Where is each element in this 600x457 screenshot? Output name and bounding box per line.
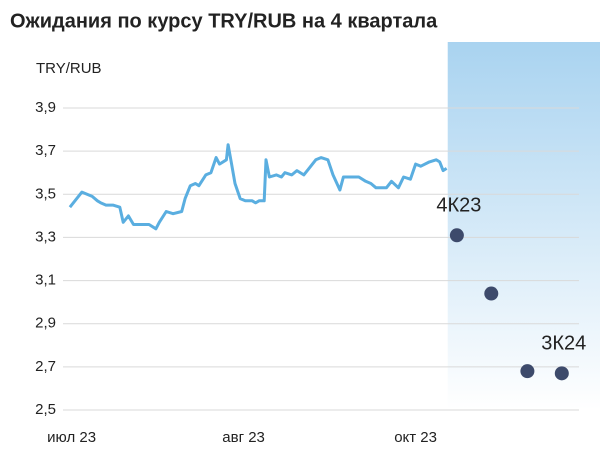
y-tick-label: 3,5 (35, 185, 56, 202)
y-axis-label: TRY/RUB (36, 60, 102, 77)
y-tick-label: 3,9 (35, 99, 56, 116)
forecast-label: 4К23 (436, 195, 481, 217)
chart-title: Ожидания по курсу TRY/RUB на 4 квартала (10, 10, 438, 32)
x-tick-label: июл 23 (47, 429, 96, 446)
forecast-point (554, 366, 569, 381)
y-tick-label: 3,7 (35, 142, 56, 159)
x-tick-label: авг 23 (222, 429, 265, 446)
y-tick-label: 2,7 (35, 358, 56, 375)
history-line (68, 143, 448, 231)
y-tick-label: 2,5 (35, 401, 56, 418)
y-tick-label: 3,3 (35, 228, 56, 245)
y-tick-label: 2,9 (35, 315, 56, 332)
forecast-label: 3К24 (541, 333, 586, 355)
forecast-point (449, 228, 464, 243)
forecast-point (520, 364, 535, 379)
x-tick-label: окт 23 (394, 429, 437, 446)
forecast-point (484, 286, 499, 301)
y-tick-label: 3,1 (35, 272, 56, 289)
forecast-zone (447, 42, 600, 410)
